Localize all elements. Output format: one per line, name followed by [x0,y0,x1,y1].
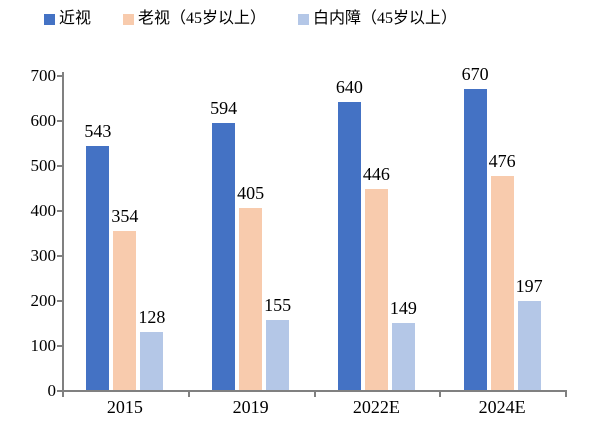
y-axis-tick-label: 700 [30,66,57,85]
legend-label: 近视 [59,10,92,27]
y-axis-tick-label: 0 [47,381,57,400]
y-axis-tick [57,255,62,257]
x-axis-category-label: 2022E [352,397,400,417]
bar-value-label: 640 [335,77,363,97]
bar-value-label: 155 [264,295,292,316]
y-axis-tick [57,75,62,77]
bar-value-label: 405 [237,182,265,203]
y-axis-tick-label: 500 [30,156,57,175]
y-axis-tick-label: 600 [30,111,57,130]
bar [266,320,290,390]
y-axis-tick [57,165,62,167]
y-axis-tick-label: 200 [30,291,57,310]
x-axis-category-label: 2024E [478,397,526,417]
bar [490,175,514,390]
bar [86,145,110,390]
bar-value-label: 197 [515,276,543,297]
legend-item: 近视 [44,8,91,30]
legend-swatch-icon [44,13,55,25]
x-axis-tick [565,392,567,397]
legend-swatch-icon [298,13,310,25]
y-axis-tick [57,300,62,302]
y-axis-line [62,72,64,392]
legend-item: 白内障（45岁以上） [298,8,457,30]
bar [337,102,361,390]
bar-value-label: 670 [461,63,489,84]
bar-value-label: 594 [210,97,238,118]
bar [239,207,263,390]
y-axis-tick [57,390,62,392]
y-axis-tick [57,210,62,212]
x-axis-category-label: 2019 [232,397,269,417]
x-axis-tick [313,392,316,397]
legend-swatch-icon [123,13,135,25]
x-axis-tick [62,392,64,397]
bar [391,322,415,390]
x-axis-line [62,390,567,392]
x-axis-tick [439,392,442,397]
bar-value-label: 128 [138,307,166,328]
bar [517,301,541,390]
legend-label: 白内障（45岁以上） [313,10,458,27]
y-axis-tick [57,120,62,122]
bar-value-label: 543 [84,120,112,141]
bar [364,189,388,390]
x-axis-category-label: 2015 [106,397,143,417]
y-axis-tick-label: 400 [30,201,57,220]
bar-value-label: 149 [389,297,417,318]
y-axis-tick [57,345,62,347]
chart-legend: 近视 老视（45岁以上） 白内障（45岁以上） [44,8,489,30]
bar-value-label: 446 [362,164,390,185]
legend-item: 老视（45岁以上） [123,8,266,30]
bar [463,88,487,390]
bar-value-label: 476 [488,150,516,171]
x-axis-tick [187,392,190,397]
bar [140,332,164,390]
bar [212,122,236,390]
bar-value-label: 354 [111,205,139,226]
y-axis-tick-label: 100 [30,336,57,355]
y-axis-tick-label: 300 [30,246,57,265]
bar [113,230,137,390]
legend-label: 老视（45岁以上） [138,10,267,27]
